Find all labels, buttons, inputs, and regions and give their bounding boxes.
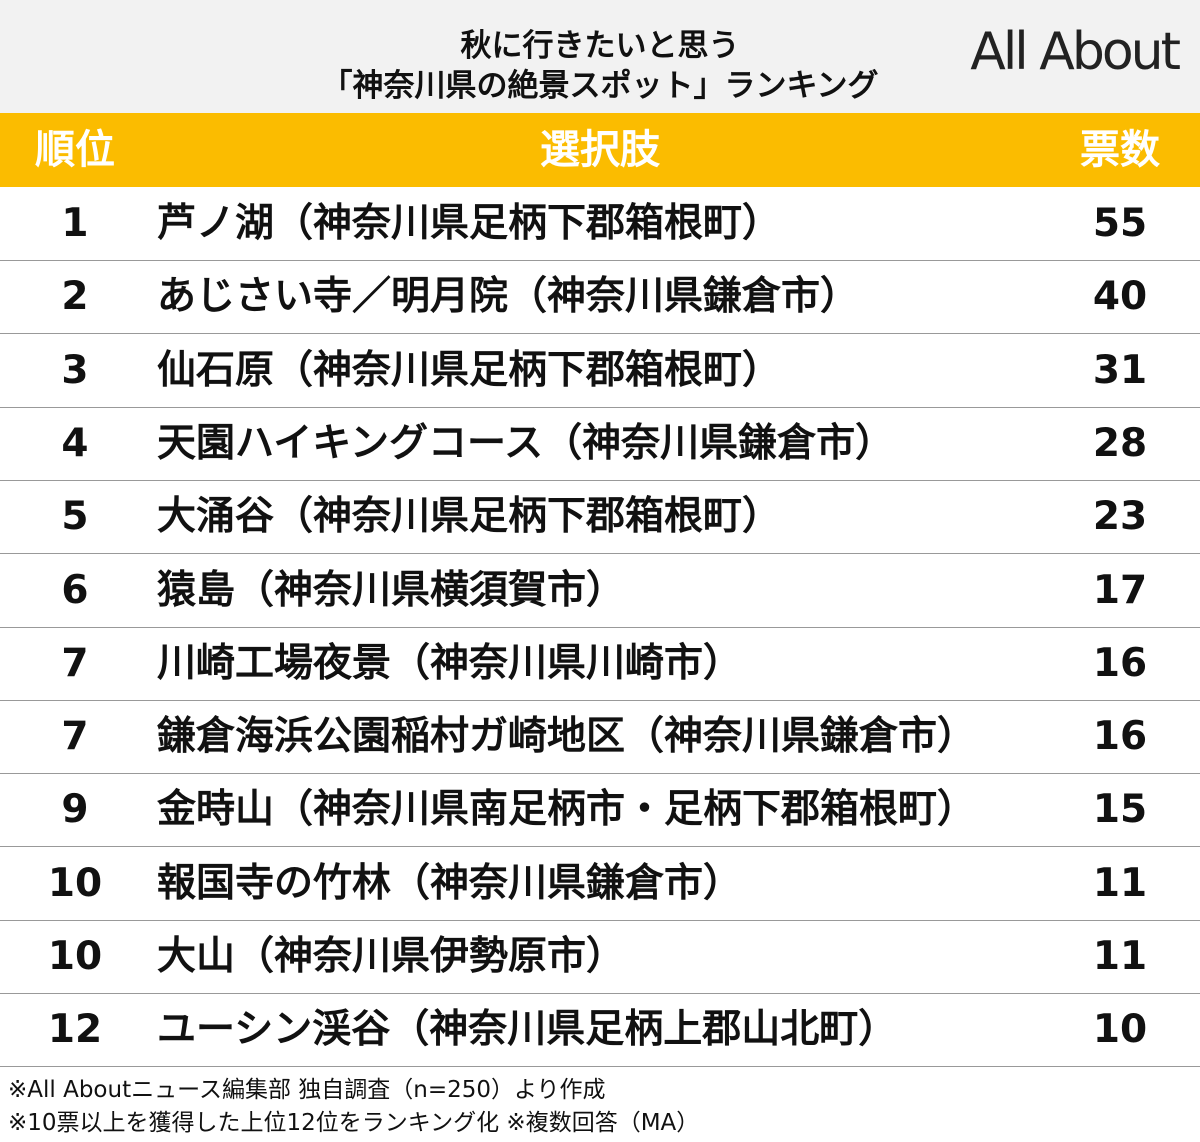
column-title: 票数 (1080, 127, 1160, 173)
rank: 5 (61, 494, 89, 540)
rank: 4 (61, 420, 89, 466)
spot: 鎌倉海浜公園稲村ガ崎地区（神奈川県鎌倉市） (157, 714, 977, 760)
rank: 3 (61, 347, 89, 393)
votes: 31 (1092, 347, 1148, 393)
rank: 7 (61, 640, 89, 686)
spot: 金時山（神奈川県南足柄市・足柄下郡箱根町） (157, 787, 977, 833)
rank: 7 (61, 714, 89, 760)
spot: 報国寺の竹林（神奈川県鎌倉市） (157, 860, 743, 906)
rank: 1 (61, 201, 89, 246)
title-line: 秋に行きたいと思う (460, 28, 740, 64)
table-row: 10 報国寺の竹林（神奈川県鎌倉市） 11 (0, 847, 1200, 921)
table-row: 10 大山（神奈川県伊勢原市） 11 (0, 920, 1200, 994)
table-row: 2 あじさい寺／明月院（神奈川県鎌倉市） 40 (0, 260, 1200, 335)
spot: ユーシン渓谷（神奈川県足柄上郡山北町） (157, 1007, 898, 1053)
table-row: 3 仙石原（神奈川県足柄下郡箱根町） 31 (0, 334, 1200, 408)
table-row: 12 ユーシン渓谷（神奈川県足柄上郡山北町） 10 (0, 993, 1200, 1068)
rank: 2 (61, 274, 89, 320)
votes: 10 (1092, 1007, 1148, 1053)
table-row: 7 川崎工場夜景（神奈川県川崎市） 16 (0, 627, 1200, 701)
spot: 川崎工場夜景（神奈川県川崎市） (157, 640, 743, 686)
spot: あじさい寺／明月院（神奈川県鎌倉市） (157, 274, 860, 320)
table-row: 9 金時山（神奈川県南足柄市・足柄下郡箱根町） 15 (0, 773, 1200, 848)
column-header: 順位 選択肢 票数 (0, 113, 1200, 187)
footnote: ※10票以上を獲得した上位12位をランキング化 ※複数回答（MA） (8, 1110, 700, 1136)
spot: 大涌谷（神奈川県足柄下郡箱根町） (157, 494, 782, 540)
votes: 11 (1092, 860, 1148, 906)
header: 秋に行きたいと思う 「神奈川県の絶景スポット」ランキング All About (0, 0, 1200, 113)
spot: 大山（神奈川県伊勢原市） (157, 934, 626, 979)
footnote: ※All Aboutニュース編集部 独自調査（n=250）より作成 (8, 1077, 606, 1103)
votes: 23 (1092, 494, 1148, 540)
votes: 17 (1092, 567, 1148, 613)
table-row: 5 大涌谷（神奈川県足柄下郡箱根町） 23 (0, 480, 1200, 555)
rank: 12 (47, 1007, 103, 1053)
spot: 芦ノ湖（神奈川県足柄下郡箱根町） (157, 201, 782, 246)
column-title: 順位 (35, 127, 115, 173)
votes: 40 (1092, 274, 1148, 320)
spot: 猿島（神奈川県横須賀市） (157, 567, 626, 613)
rank: 9 (61, 787, 89, 833)
table-row: 4 天園ハイキングコース（神奈川県鎌倉市） 28 (0, 407, 1200, 481)
votes: 11 (1092, 934, 1148, 979)
table-row: 1 芦ノ湖（神奈川県足柄下郡箱根町） 55 (0, 187, 1200, 261)
title-line: 「神奈川県の絶景スポット」ランキング (321, 68, 879, 104)
table-row: 6 猿島（神奈川県横須賀市） 17 (0, 554, 1200, 628)
votes: 15 (1092, 787, 1148, 833)
votes: 55 (1092, 201, 1148, 246)
rank: 10 (47, 934, 103, 979)
spot: 天園ハイキングコース（神奈川県鎌倉市） (157, 420, 895, 466)
votes: 16 (1092, 640, 1148, 686)
votes: 28 (1092, 420, 1148, 466)
rank: 10 (47, 860, 103, 906)
rank: 6 (61, 567, 89, 613)
table-row: 7 鎌倉海浜公園稲村ガ崎地区（神奈川県鎌倉市） 16 (0, 700, 1200, 775)
logo: All About (970, 22, 1181, 82)
column-title: 選択肢 (540, 127, 660, 173)
spot: 仙石原（神奈川県足柄下郡箱根町） (157, 347, 782, 393)
votes: 16 (1092, 714, 1148, 760)
